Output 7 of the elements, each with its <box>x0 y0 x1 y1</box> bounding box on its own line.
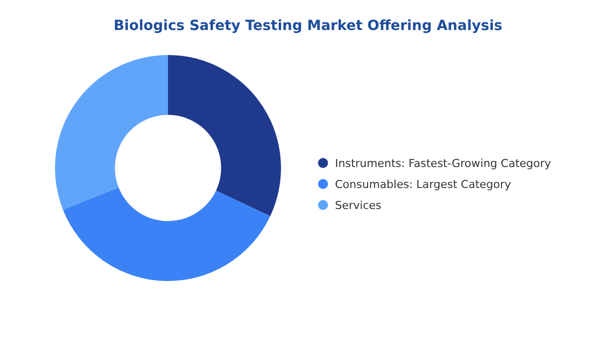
legend-label: Consumables: Largest Category <box>335 178 512 191</box>
donut-slice <box>62 188 270 281</box>
donut-slice <box>168 55 281 216</box>
donut-slice <box>55 55 168 210</box>
chart-title: Biologics Safety Testing Market Offering Analysis <box>114 18 502 34</box>
legend-label: Services <box>335 199 382 212</box>
legend-label: Instruments: Fastest-Growing Category <box>335 157 552 170</box>
